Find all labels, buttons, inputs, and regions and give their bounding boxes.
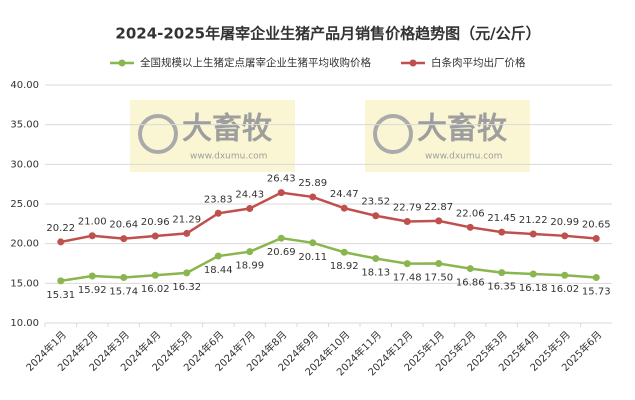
data-point [246, 205, 254, 213]
watermark-brand: 大畜牧 [417, 112, 508, 147]
data-point [435, 260, 443, 267]
data-label: 16.35 [487, 282, 516, 293]
data-label: 24.43 [235, 190, 264, 201]
data-label: 20.64 [109, 220, 138, 231]
data-label: 26.43 [267, 174, 296, 185]
y-tick-label: 15.00 [10, 278, 39, 289]
data-point [214, 252, 222, 260]
watermark-logo [373, 114, 413, 154]
data-point [57, 277, 65, 285]
data-point [151, 232, 159, 240]
data-label: 20.69 [267, 247, 296, 258]
data-label: 23.52 [361, 197, 390, 208]
series-line [60, 236, 597, 283]
data-point [498, 269, 506, 277]
y-tick-label: 25.00 [10, 199, 39, 210]
data-point [151, 271, 159, 279]
data-point [309, 193, 317, 201]
series-line [60, 191, 597, 244]
data-label: 18.13 [361, 268, 390, 279]
data-label: 21.29 [172, 214, 201, 225]
data-label: 20.11 [298, 252, 327, 263]
data-label: 25.89 [298, 178, 327, 189]
legend-marker [118, 59, 126, 67]
data-point [498, 228, 506, 236]
data-point [277, 189, 285, 197]
data-label: 17.48 [393, 273, 422, 284]
data-point [529, 230, 537, 238]
y-tick-label: 20.00 [10, 239, 39, 250]
data-label: 20.96 [141, 217, 170, 228]
data-label: 20.65 [582, 220, 611, 231]
data-label: 18.92 [330, 261, 359, 272]
data-point [466, 223, 474, 231]
data-label: 21.22 [519, 215, 548, 226]
watermark-bg [365, 100, 530, 172]
y-tick-label: 10.00 [10, 318, 39, 329]
data-label: 22.79 [393, 203, 422, 214]
data-label: 17.50 [424, 273, 453, 284]
data-label: 16.02 [550, 284, 579, 295]
data-label: 20.22 [46, 223, 75, 234]
watermark-bg [130, 100, 295, 172]
data-point [372, 212, 380, 220]
watermark-url: www.dxumu.com [190, 152, 267, 162]
data-point [592, 235, 600, 243]
data-label: 24.47 [330, 189, 359, 200]
data-label: 20.99 [550, 217, 579, 228]
watermark-brand: 大畜牧 [182, 112, 273, 147]
y-tick-label: 40.00 [10, 80, 39, 91]
data-point [183, 269, 191, 277]
data-point [183, 229, 191, 237]
watermark-logo [138, 114, 178, 154]
data-label: 15.92 [78, 285, 107, 296]
data-point [340, 204, 348, 212]
data-point [466, 265, 474, 273]
data-label: 23.83 [204, 194, 233, 205]
y-tick-label: 35.00 [10, 120, 39, 131]
data-point [372, 255, 380, 263]
data-label: 16.02 [141, 284, 170, 295]
data-label: 16.86 [456, 278, 485, 289]
data-point [120, 235, 128, 243]
data-point [403, 218, 411, 226]
legend-marker [409, 59, 417, 67]
legend-label: 全国规模以上生猪定点屠宰企业生猪平均收购价格 [140, 56, 371, 69]
data-label: 18.99 [235, 261, 264, 272]
y-tick-label: 30.00 [10, 159, 39, 170]
data-point [592, 274, 600, 282]
data-point [529, 270, 537, 278]
data-label: 16.32 [172, 282, 201, 293]
data-point [561, 232, 569, 240]
data-label: 21.45 [487, 213, 516, 224]
data-label: 21.00 [78, 217, 107, 228]
data-point [88, 232, 96, 240]
chart-title: 2024-2025年屠宰企业生猪产品月销售价格趋势图（元/公斤） [115, 25, 540, 43]
data-point [561, 271, 569, 279]
data-label: 22.87 [424, 202, 453, 213]
data-label: 15.73 [582, 287, 611, 298]
data-point [309, 239, 317, 247]
data-label: 15.74 [109, 286, 138, 297]
data-point [57, 238, 65, 246]
data-point [120, 273, 128, 281]
data-label: 22.06 [456, 208, 485, 219]
watermark-url: www.dxumu.com [425, 152, 502, 162]
data-label: 15.31 [46, 290, 75, 301]
data-point [277, 234, 285, 242]
data-point [403, 260, 411, 268]
data-point [340, 248, 348, 256]
data-point [214, 209, 222, 217]
data-label: 16.18 [519, 283, 548, 294]
legend-label: 白条肉平均出厂价格 [431, 56, 526, 69]
data-point [88, 272, 96, 280]
data-label: 18.44 [204, 265, 233, 276]
data-point [246, 248, 254, 256]
data-point [435, 217, 443, 225]
